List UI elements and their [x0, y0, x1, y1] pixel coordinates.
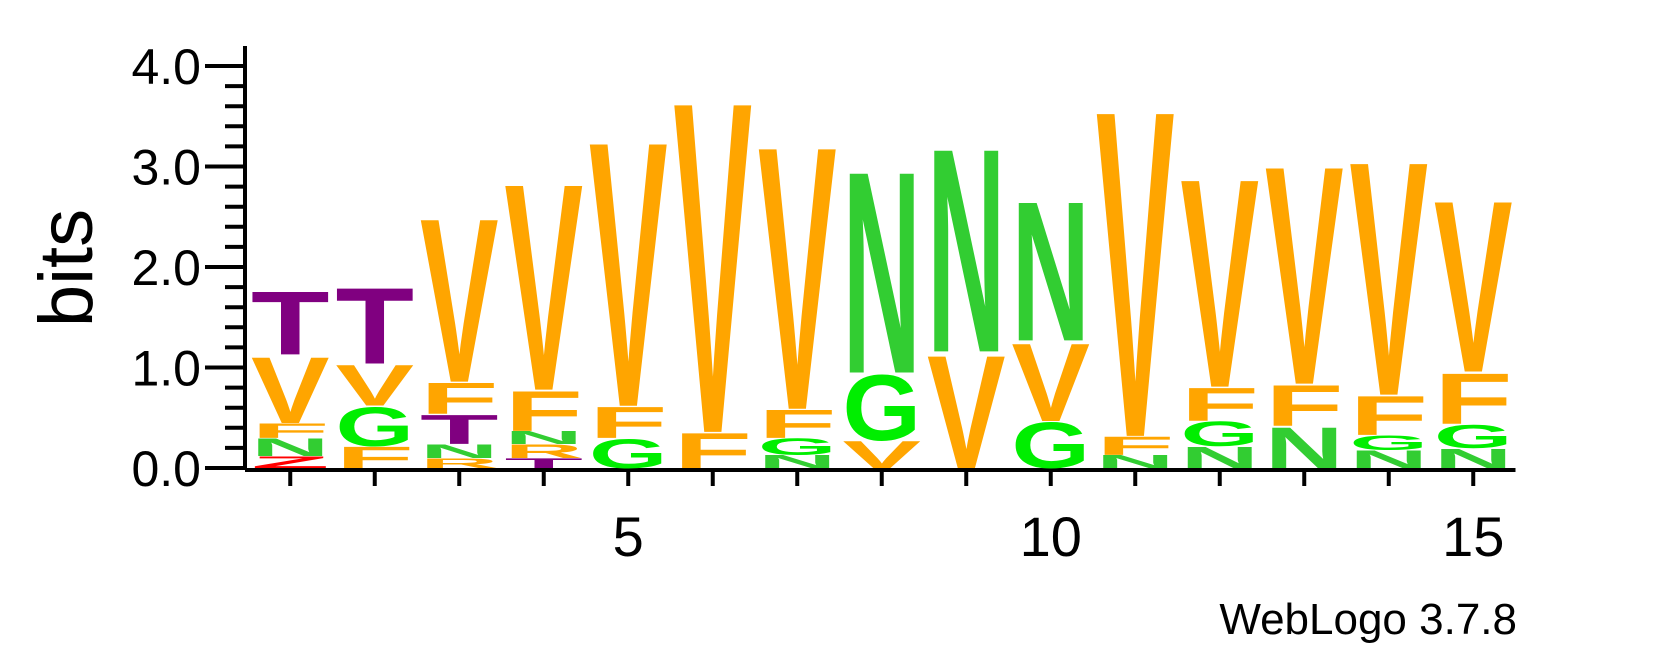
- logo-letter-n: N: [927, 89, 1006, 414]
- logo-letter-f: F: [758, 402, 837, 447]
- x-tick-label: 15: [1442, 505, 1504, 568]
- logo-letter-v: V: [505, 122, 584, 453]
- logo-letter-g: G: [758, 434, 837, 460]
- logo-letter-n: N: [505, 428, 584, 448]
- logo-letter-g: G: [1350, 431, 1429, 454]
- y-tick-label: 3.0: [131, 140, 201, 196]
- logo-letter-v: V: [1350, 92, 1429, 466]
- logo-letter-f: F: [1350, 385, 1429, 447]
- logo-letter-f: F: [1181, 378, 1260, 431]
- logo-letter-n: N: [1265, 416, 1344, 481]
- logo-letter-v: V: [420, 171, 499, 432]
- y-tick-label: 0.0: [131, 441, 201, 497]
- logo-letter-n: N: [1096, 452, 1175, 472]
- logo-letter-n: N: [251, 434, 330, 462]
- logo-letter-v: V: [1012, 321, 1091, 445]
- logo-letter-f: F: [420, 374, 499, 424]
- logo-letter-n: N: [420, 441, 499, 463]
- logo-letter-v: V: [843, 433, 922, 477]
- logo-letter-f: F: [1096, 431, 1175, 461]
- logo-letter-t: T: [420, 407, 499, 453]
- logo-letter-n: N: [1181, 440, 1260, 474]
- y-tick-label: 1.0: [131, 341, 201, 397]
- y-axis-label: bits: [24, 209, 109, 327]
- logo-letter-v: V: [1434, 149, 1513, 424]
- logo-letter-r: R: [505, 441, 584, 463]
- logo-letter-v: V: [927, 321, 1006, 503]
- logo-letter-g: G: [1434, 417, 1513, 455]
- logo-letter-g: G: [1181, 414, 1260, 453]
- logo-letter-z: Z: [251, 453, 330, 472]
- x-tick-label: 10: [1020, 505, 1082, 568]
- logo-letter-v: V: [758, 68, 837, 489]
- y-tick-label: 2.0: [131, 240, 201, 296]
- logo-letter-f: F: [1434, 358, 1513, 439]
- logo-letter-g: G: [843, 355, 922, 460]
- logo-letter-v: V: [1181, 117, 1260, 451]
- logo-letter-t: T: [505, 455, 584, 471]
- x-axis: 5 10 15: [245, 468, 1516, 568]
- logo-letter-v: V: [336, 353, 415, 418]
- logo-letter-f: F: [1265, 374, 1344, 439]
- logo-letter-f: F: [505, 380, 584, 444]
- logo-letter-v: V: [1265, 102, 1344, 451]
- logo-letter-v: V: [589, 62, 668, 486]
- logo-letter-g: G: [1012, 408, 1091, 482]
- logo-letter-n: N: [1350, 446, 1429, 474]
- weblogo-version-label: WebLogo 3.7.8: [1219, 595, 1517, 644]
- logo-letter-f: F: [674, 422, 753, 479]
- logo-letter-n: N: [843, 111, 922, 434]
- logo-letter-g: G: [336, 396, 415, 458]
- logo-letter-n: N: [1434, 443, 1513, 474]
- logo-letter-v: V: [1096, 13, 1175, 536]
- logo-letter-n: N: [1012, 161, 1091, 384]
- logo-letter-t: T: [251, 274, 330, 375]
- logo-letter-v: V: [251, 337, 330, 443]
- logo-letter-t: T: [336, 266, 415, 388]
- x-tick-label: 5: [613, 505, 644, 568]
- logo-letter-n: N: [758, 452, 837, 472]
- logo-letter-r: R: [420, 455, 499, 471]
- logo-letter-f: F: [589, 398, 668, 448]
- y-tick-label: 4.0: [131, 39, 201, 95]
- y-axis: 0.0 1.0 2.0 3.0 4.0: [131, 39, 247, 497]
- logo-letter-f: F: [336, 440, 415, 474]
- logo-letter-v: V: [674, 3, 753, 533]
- logo-letter-f: F: [251, 419, 330, 442]
- logo-letter-g: G: [589, 431, 668, 477]
